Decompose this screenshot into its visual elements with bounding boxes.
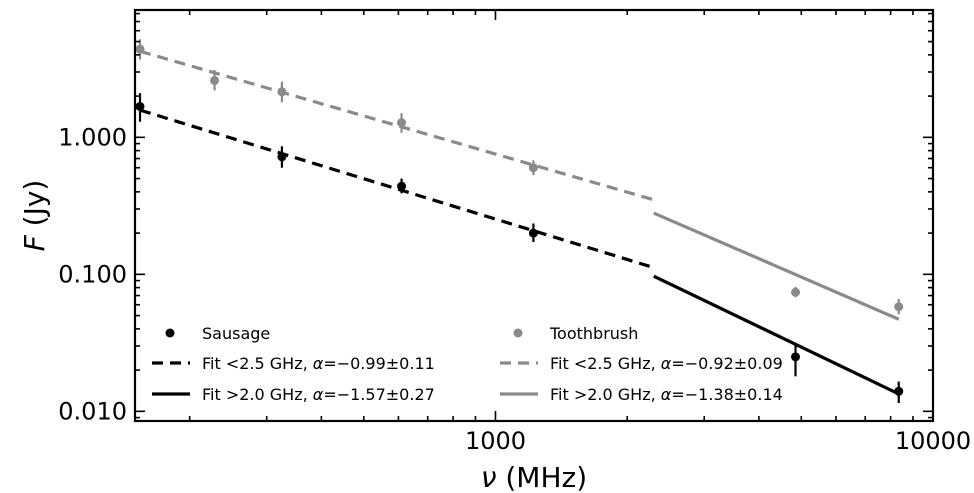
fit-line-3 xyxy=(139,49,655,202)
sausage-point xyxy=(397,181,407,191)
legend-marker xyxy=(513,328,523,338)
toothbrush-point xyxy=(277,87,287,97)
legend-label: Sausage xyxy=(202,324,270,343)
y-axis-label: F (Jy) xyxy=(18,180,51,252)
x-axis-ticks: 1000 10000 xyxy=(188,10,971,455)
toothbrush-point xyxy=(210,75,220,85)
toothbrush-point xyxy=(791,287,801,297)
sausage-point xyxy=(894,386,904,396)
legend-label: Fit <2.5 GHz, α=−0.92±0.09 xyxy=(550,354,783,373)
plot-frame xyxy=(133,8,935,423)
legend-label: Fit <2.5 GHz, α=−0.99±0.11 xyxy=(202,354,435,373)
legend-marker xyxy=(165,328,175,338)
fit-line-4 xyxy=(653,211,900,321)
toothbrush-point xyxy=(135,44,145,54)
toothbrush-point xyxy=(528,163,538,173)
y-tick-label: 1.000 xyxy=(58,123,127,151)
legend-label: Toothbrush xyxy=(549,324,638,343)
sausage-point xyxy=(277,152,287,162)
fit-line-1 xyxy=(139,108,655,270)
legend-label: Fit >2.0 GHz, α=−1.57±0.27 xyxy=(202,385,435,404)
sausage-point xyxy=(791,352,801,362)
x-tick-label: 1000 xyxy=(465,427,526,455)
plot-marks xyxy=(135,39,904,404)
fit-line-2 xyxy=(653,274,900,396)
legend: Sausage Fit <2.5 GHz, α=−0.99±0.11 Fit >2.… xyxy=(152,324,783,404)
x-tick-label: 10000 xyxy=(895,427,971,455)
toothbrush-point xyxy=(894,302,904,312)
y-axis-ticks: 0.010 0.100 1.000 xyxy=(58,12,933,425)
y-tick-label: 0.010 xyxy=(58,397,127,425)
sausage-point xyxy=(135,101,145,111)
x-axis-label: ν (MHz) xyxy=(481,461,587,493)
legend-label: Fit >2.0 GHz, α=−1.38±0.14 xyxy=(550,385,783,404)
toothbrush-point xyxy=(397,118,407,128)
sausage-point xyxy=(528,228,538,238)
y-tick-label: 0.100 xyxy=(58,260,127,288)
